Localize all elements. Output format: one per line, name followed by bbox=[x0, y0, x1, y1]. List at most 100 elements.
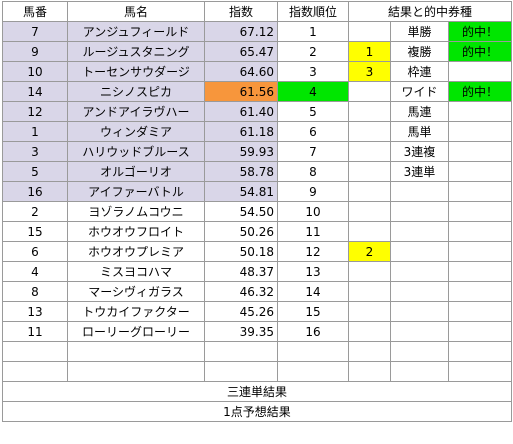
hit-status-cell[interactable] bbox=[448, 321, 512, 342]
horse-number-cell[interactable]: 14 bbox=[2, 81, 68, 102]
horse-name-cell[interactable]: ホウオウフロイト bbox=[67, 221, 205, 242]
hit-status-cell[interactable] bbox=[448, 261, 512, 282]
horse-number-cell[interactable]: 6 bbox=[2, 241, 68, 262]
horse-name-cell[interactable]: アンドアイラヴハー bbox=[67, 101, 205, 122]
horse-number-cell[interactable]: 15 bbox=[2, 221, 68, 242]
index-score-cell[interactable]: 54.81 bbox=[204, 181, 278, 202]
finish-position-cell[interactable] bbox=[348, 101, 391, 122]
index-score-cell[interactable]: 45.26 bbox=[204, 301, 278, 322]
finish-position-cell[interactable] bbox=[348, 181, 391, 202]
empty-cell[interactable] bbox=[277, 341, 349, 362]
empty-cell[interactable] bbox=[390, 361, 449, 382]
empty-cell[interactable] bbox=[2, 341, 68, 362]
bet-type-cell[interactable] bbox=[390, 281, 449, 302]
index-score-cell[interactable]: 67.12 bbox=[204, 21, 278, 42]
horse-name-cell[interactable]: アンジュフィールド bbox=[67, 21, 205, 42]
bet-type-cell[interactable]: 単勝 bbox=[390, 21, 449, 42]
bet-type-cell[interactable] bbox=[390, 241, 449, 262]
index-score-cell[interactable]: 54.50 bbox=[204, 201, 278, 222]
empty-cell[interactable] bbox=[348, 341, 391, 362]
index-score-cell[interactable]: 64.60 bbox=[204, 61, 278, 82]
index-rank-cell[interactable]: 4 bbox=[277, 81, 349, 102]
finish-position-cell[interactable] bbox=[348, 281, 391, 302]
hit-status-cell[interactable] bbox=[448, 221, 512, 242]
index-score-cell[interactable]: 61.40 bbox=[204, 101, 278, 122]
index-rank-cell[interactable]: 16 bbox=[277, 321, 349, 342]
header-horse-name[interactable]: 馬名 bbox=[67, 1, 205, 22]
horse-number-cell[interactable]: 12 bbox=[2, 101, 68, 122]
index-score-cell[interactable]: 61.56 bbox=[204, 81, 278, 102]
horse-name-cell[interactable]: トウカイファクター bbox=[67, 301, 205, 322]
bet-type-cell[interactable]: ワイド bbox=[390, 81, 449, 102]
index-rank-cell[interactable]: 15 bbox=[277, 301, 349, 322]
index-rank-cell[interactable]: 3 bbox=[277, 61, 349, 82]
empty-cell[interactable] bbox=[204, 341, 278, 362]
empty-cell[interactable] bbox=[390, 341, 449, 362]
index-score-cell[interactable]: 65.47 bbox=[204, 41, 278, 62]
finish-position-cell[interactable]: 3 bbox=[348, 61, 391, 82]
horse-number-cell[interactable]: 9 bbox=[2, 41, 68, 62]
bet-type-cell[interactable]: 3連単 bbox=[390, 161, 449, 182]
trifecta-result-row-label[interactable]: 三連単結果 bbox=[2, 381, 512, 402]
index-rank-cell[interactable]: 1 bbox=[277, 21, 349, 42]
empty-cell[interactable] bbox=[277, 361, 349, 382]
hit-status-cell[interactable]: 的中！ bbox=[448, 81, 512, 102]
horse-number-cell[interactable]: 4 bbox=[2, 261, 68, 282]
hit-status-cell[interactable] bbox=[448, 101, 512, 122]
finish-position-cell[interactable] bbox=[348, 161, 391, 182]
index-score-cell[interactable]: 59.93 bbox=[204, 141, 278, 162]
horse-number-cell[interactable]: 5 bbox=[2, 161, 68, 182]
bet-type-cell[interactable]: 複勝 bbox=[390, 41, 449, 62]
hit-status-cell[interactable] bbox=[448, 241, 512, 262]
horse-number-cell[interactable]: 16 bbox=[2, 181, 68, 202]
finish-position-cell[interactable] bbox=[348, 121, 391, 142]
hit-status-cell[interactable] bbox=[448, 121, 512, 142]
horse-name-cell[interactable]: オルゴーリオ bbox=[67, 161, 205, 182]
horse-number-cell[interactable]: 1 bbox=[2, 121, 68, 142]
hit-status-cell[interactable] bbox=[448, 161, 512, 182]
header-horse-number[interactable]: 馬番 bbox=[2, 1, 68, 22]
horse-name-cell[interactable]: ミスヨコハマ bbox=[67, 261, 205, 282]
finish-position-cell[interactable] bbox=[348, 221, 391, 242]
bet-type-cell[interactable]: 馬単 bbox=[390, 121, 449, 142]
horse-number-cell[interactable]: 11 bbox=[2, 321, 68, 342]
horse-name-cell[interactable]: マーシヴィガラス bbox=[67, 281, 205, 302]
hit-status-cell[interactable]: 的中！ bbox=[448, 41, 512, 62]
horse-name-cell[interactable]: ウィンダミア bbox=[67, 121, 205, 142]
index-rank-cell[interactable]: 11 bbox=[277, 221, 349, 242]
hit-status-cell[interactable] bbox=[448, 281, 512, 302]
index-rank-cell[interactable]: 5 bbox=[277, 101, 349, 122]
hit-status-cell[interactable] bbox=[448, 141, 512, 162]
finish-position-cell[interactable]: 2 bbox=[348, 241, 391, 262]
horse-number-cell[interactable]: 13 bbox=[2, 301, 68, 322]
empty-cell[interactable] bbox=[67, 361, 205, 382]
hit-status-cell[interactable] bbox=[448, 301, 512, 322]
index-score-cell[interactable]: 46.32 bbox=[204, 281, 278, 302]
bet-type-cell[interactable] bbox=[390, 261, 449, 282]
index-rank-cell[interactable]: 12 bbox=[277, 241, 349, 262]
empty-cell[interactable] bbox=[2, 361, 68, 382]
finish-position-cell[interactable] bbox=[348, 301, 391, 322]
index-score-cell[interactable]: 50.26 bbox=[204, 221, 278, 242]
bet-type-cell[interactable]: 馬連 bbox=[390, 101, 449, 122]
hit-status-cell[interactable] bbox=[448, 181, 512, 202]
index-score-cell[interactable]: 39.35 bbox=[204, 321, 278, 342]
horse-name-cell[interactable]: ハリウッドブルース bbox=[67, 141, 205, 162]
index-rank-cell[interactable]: 2 bbox=[277, 41, 349, 62]
finish-position-cell[interactable]: 1 bbox=[348, 41, 391, 62]
header-index[interactable]: 指数 bbox=[204, 1, 278, 22]
bet-type-cell[interactable] bbox=[390, 301, 449, 322]
horse-number-cell[interactable]: 3 bbox=[2, 141, 68, 162]
header-index-rank[interactable]: 指数順位 bbox=[277, 1, 349, 22]
horse-number-cell[interactable]: 2 bbox=[2, 201, 68, 222]
empty-cell[interactable] bbox=[448, 341, 512, 362]
single-prediction-result-row-label[interactable]: 1点予想結果 bbox=[2, 401, 512, 422]
bet-type-cell[interactable]: 3連複 bbox=[390, 141, 449, 162]
finish-position-cell[interactable] bbox=[348, 141, 391, 162]
finish-position-cell[interactable] bbox=[348, 261, 391, 282]
horse-number-cell[interactable]: 10 bbox=[2, 61, 68, 82]
empty-cell[interactable] bbox=[204, 361, 278, 382]
finish-position-cell[interactable] bbox=[348, 201, 391, 222]
index-score-cell[interactable]: 50.18 bbox=[204, 241, 278, 262]
index-score-cell[interactable]: 48.37 bbox=[204, 261, 278, 282]
